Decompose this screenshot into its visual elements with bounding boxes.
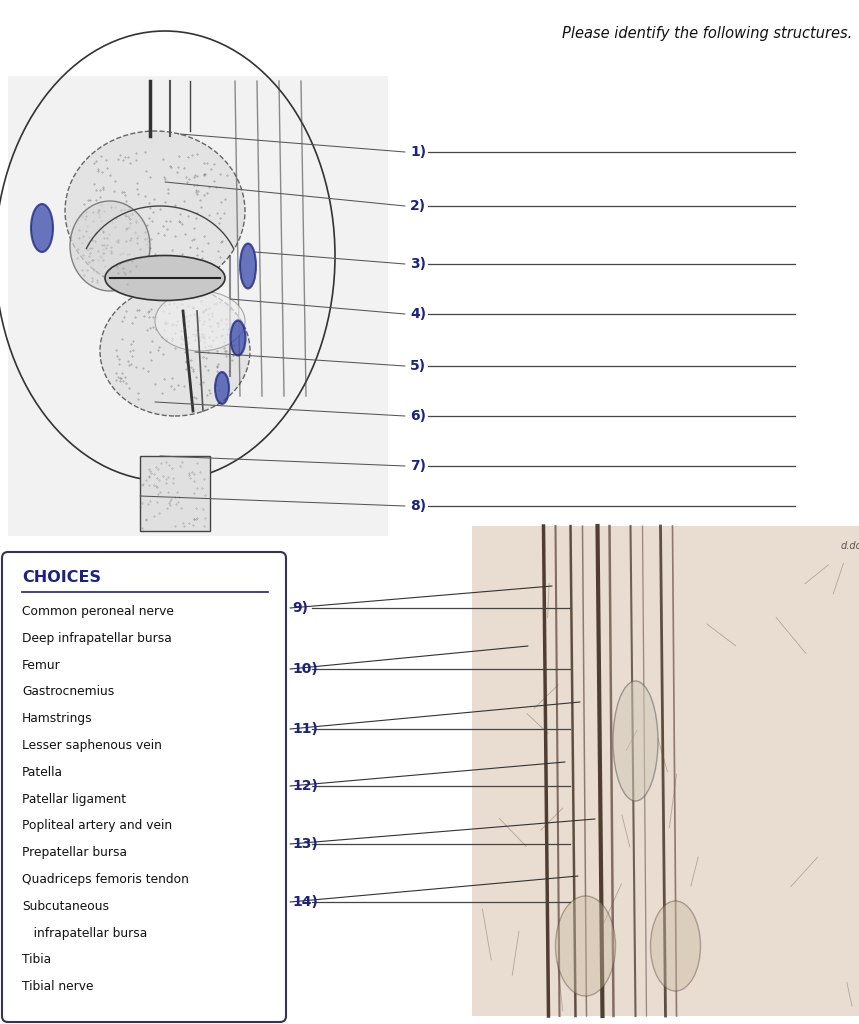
FancyBboxPatch shape	[2, 552, 286, 1022]
Ellipse shape	[105, 256, 225, 300]
Text: 4): 4)	[410, 307, 426, 321]
Text: 13): 13)	[292, 837, 318, 851]
Text: d.dow: d.dow	[840, 541, 859, 551]
Bar	[472, 526, 859, 1016]
Text: Please identify the following structures.: Please identify the following structures…	[562, 26, 852, 41]
Ellipse shape	[65, 131, 245, 291]
Text: 1): 1)	[410, 145, 426, 159]
Text: Femur: Femur	[22, 658, 61, 672]
Text: 2): 2)	[410, 199, 426, 213]
Text: Common peroneal nerve: Common peroneal nerve	[22, 605, 174, 618]
Text: 5): 5)	[410, 359, 426, 373]
Ellipse shape	[230, 321, 246, 355]
Bar	[8, 76, 388, 536]
Ellipse shape	[613, 681, 658, 801]
Text: Deep infrapatellar bursa: Deep infrapatellar bursa	[22, 632, 172, 645]
Text: 8): 8)	[410, 499, 426, 513]
Text: Prepatellar bursa: Prepatellar bursa	[22, 846, 127, 859]
Ellipse shape	[70, 201, 150, 291]
Ellipse shape	[240, 244, 256, 289]
Text: 10): 10)	[292, 662, 318, 676]
Text: Subcutaneous: Subcutaneous	[22, 900, 109, 912]
Text: 12): 12)	[292, 779, 318, 793]
Text: 6): 6)	[410, 409, 426, 423]
Text: Lesser saphenous vein: Lesser saphenous vein	[22, 739, 161, 752]
Text: Patellar ligament: Patellar ligament	[22, 793, 126, 806]
Ellipse shape	[100, 286, 250, 416]
Text: Tibia: Tibia	[22, 953, 52, 967]
Text: Gastrocnemius: Gastrocnemius	[22, 685, 114, 698]
Bar	[140, 456, 210, 531]
Text: Hamstrings: Hamstrings	[22, 713, 93, 725]
Text: Popliteal artery and vein: Popliteal artery and vein	[22, 819, 172, 833]
Ellipse shape	[650, 901, 700, 991]
Text: Patella: Patella	[22, 766, 63, 779]
Ellipse shape	[215, 372, 229, 404]
Text: Tibial nerve: Tibial nerve	[22, 980, 94, 993]
Text: Lateral cross section of knee: Lateral cross section of knee	[73, 558, 263, 571]
Text: 3): 3)	[410, 257, 426, 271]
Text: 14): 14)	[292, 895, 318, 909]
Text: 11): 11)	[292, 722, 318, 736]
Text: 7): 7)	[410, 459, 426, 473]
Ellipse shape	[155, 291, 245, 351]
Ellipse shape	[31, 204, 53, 252]
Ellipse shape	[556, 896, 616, 996]
Text: 9): 9)	[292, 601, 308, 615]
Text: CHOICES: CHOICES	[22, 570, 101, 585]
Text: Quadriceps femoris tendon: Quadriceps femoris tendon	[22, 873, 189, 886]
Text: infrapatellar bursa: infrapatellar bursa	[22, 927, 147, 940]
